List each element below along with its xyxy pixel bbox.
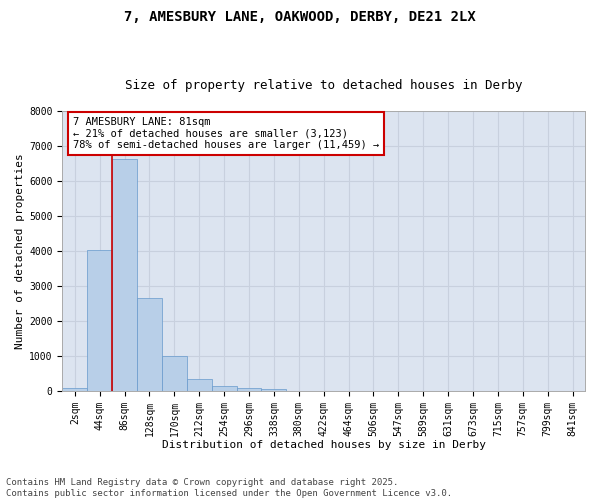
Bar (62, 388, 87, 391)
X-axis label: Distribution of detached houses by size in Derby: Distribution of detached houses by size … (161, 440, 485, 450)
Bar (236, 388, 262, 391)
Bar (162, 356, 187, 391)
Bar (87, 250, 112, 391)
Bar (137, 298, 162, 391)
Text: 7 AMESBURY LANE: 81sqm
← 21% of detached houses are smaller (3,123)
78% of semi-: 7 AMESBURY LANE: 81sqm ← 21% of detached… (73, 117, 379, 150)
Text: Contains HM Land Registry data © Crown copyright and database right 2025.
Contai: Contains HM Land Registry data © Crown c… (6, 478, 452, 498)
Bar (112, 160, 137, 391)
Y-axis label: Number of detached properties: Number of detached properties (15, 153, 25, 349)
Bar (187, 380, 212, 391)
Text: 7, AMESBURY LANE, OAKWOOD, DERBY, DE21 2LX: 7, AMESBURY LANE, OAKWOOD, DERBY, DE21 2… (124, 10, 476, 24)
Title: Size of property relative to detached houses in Derby: Size of property relative to detached ho… (125, 79, 523, 92)
Bar (212, 386, 236, 391)
Bar (262, 389, 286, 391)
